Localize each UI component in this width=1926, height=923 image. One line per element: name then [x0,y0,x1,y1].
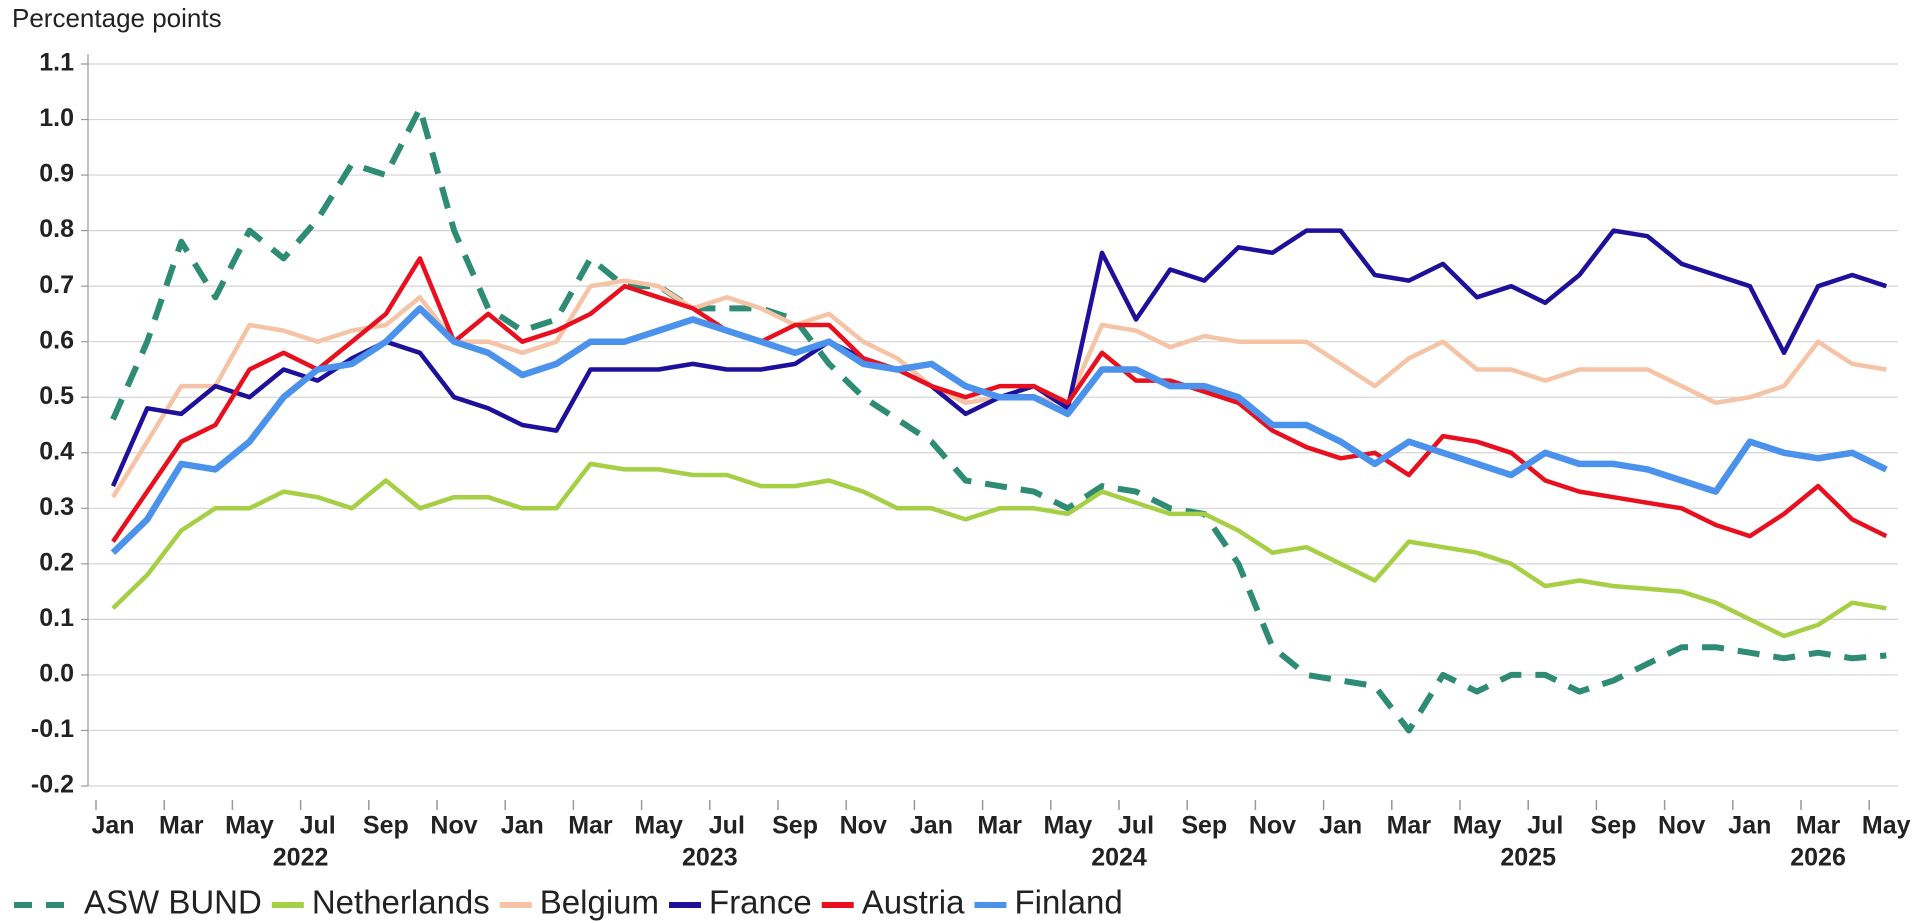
y-tick-label: 0.1 [39,604,74,632]
series-line [110,105,1887,734]
x-tick-label: Jan [1319,812,1362,840]
legend-label: France [709,884,812,921]
y-tick-label: 0.2 [39,548,74,576]
y-tick-label: 0.4 [39,437,74,465]
x-tick-label: Jan [92,812,135,840]
x-tick-label: Nov [1249,812,1296,840]
x-tick-label: Mar [568,812,613,840]
y-tick-label: 1.1 [39,49,74,77]
y-tick-label: 0.5 [39,382,74,410]
year-label: 2022 [273,844,329,872]
y-tick-label: 0.6 [39,326,74,354]
y-tick-label: 0.7 [39,271,74,299]
series-line [111,461,1887,639]
x-tick-label: Jul [1527,812,1563,840]
legend-label: Austria [862,884,965,921]
series-line [110,228,1888,488]
x-tick-label: Mar [1796,812,1841,840]
x-tick-label: Mar [1387,812,1432,840]
x-tick-label: Sep [772,812,818,840]
y-tick-label: 0.3 [39,493,74,521]
x-tick-label: May [634,812,683,840]
series-line [110,305,1888,556]
year-label: 2024 [1091,844,1147,872]
x-tick-label: Jul [709,812,745,840]
x-tick-label: May [225,812,274,840]
x-tick-label: Sep [1181,812,1227,840]
x-tick-label: Jul [300,812,336,840]
x-tick-label: Sep [363,812,409,840]
year-label: 2025 [1500,844,1556,872]
y-tick-label: 0.9 [39,160,74,188]
x-tick-label: Nov [1658,812,1705,840]
x-tick-label: Nov [840,812,887,840]
chart-title: Percentage points [12,3,222,33]
x-tick-label: Jan [501,812,544,840]
x-tick-label: Jul [1118,812,1154,840]
legend-label: Finland [1014,884,1122,921]
x-tick-label: May [1453,812,1502,840]
x-tick-label: Jan [910,812,953,840]
year-label: 2023 [682,844,738,872]
x-tick-label: Mar [159,812,204,840]
x-tick-label: Nov [430,812,477,840]
x-tick-label: Mar [977,812,1022,840]
x-tick-label: May [1862,812,1911,840]
y-tick-label: 0.8 [39,215,74,243]
y-tick-label: 1.0 [39,104,74,132]
x-tick-label: May [1044,812,1093,840]
x-tick-label: Sep [1591,812,1637,840]
legend-label: Netherlands [312,884,490,921]
year-label: 2026 [1790,844,1846,872]
y-tick-label: -0.1 [31,715,74,743]
series-line [111,256,1888,543]
y-tick-label: -0.2 [31,771,74,799]
legend-label: Belgium [540,884,659,921]
legend-label: ASW BUND [84,884,262,921]
y-tick-label: 0.0 [39,660,74,688]
x-tick-label: Jan [1728,812,1771,840]
